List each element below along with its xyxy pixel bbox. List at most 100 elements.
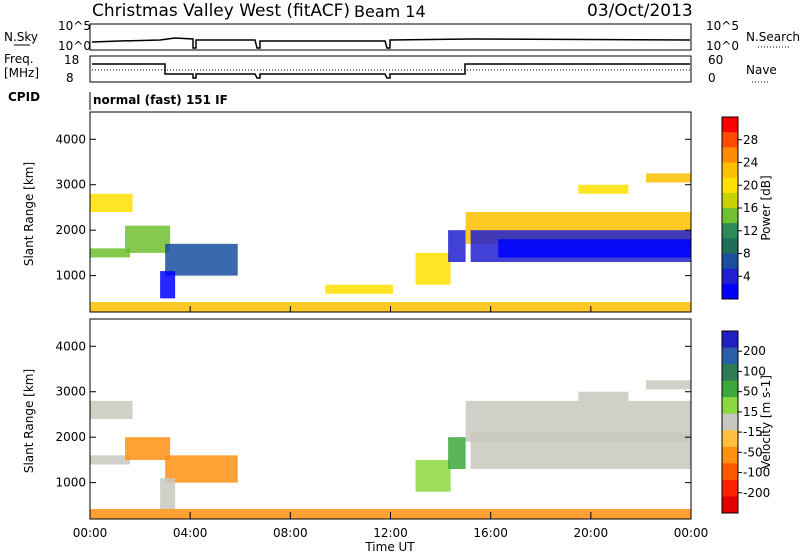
cpid-value: normal (fast) 151 IF	[93, 93, 228, 107]
velocity-colorbar-swatch-0	[722, 331, 738, 349]
freq-label-1: Freq.	[4, 52, 34, 66]
power-colorbar-swatch-4	[722, 177, 738, 194]
noise-panel: N.Sky 10^5 10^0 10^5 10^0 N.Search	[4, 19, 800, 53]
velocity-echo-region-0	[90, 400, 133, 419]
velocity-ytick-label-3: 1000	[55, 476, 86, 490]
power-colorbar-swatch-7	[722, 223, 738, 239]
power-echo-region-10	[498, 239, 691, 258]
power-colorbar-swatch-5	[722, 192, 738, 209]
velocity-colorbar-swatch-2	[722, 364, 738, 382]
velocity-colorbar-tick-label-0: 200	[743, 344, 766, 358]
power-colorbar-tick-label-5: 8	[743, 247, 751, 261]
velocity-colorbar-tick-label-1: 100	[743, 364, 766, 378]
noise-left-tick-bottom: 10^0	[58, 39, 91, 53]
velocity-colorbar-swatch-5	[722, 413, 738, 431]
nave-label: Nave	[746, 63, 777, 77]
power-echo-region-13	[645, 173, 691, 183]
noise-sky-trace	[91, 37, 691, 49]
velocity-colorbar-tick-label-2: 50	[743, 385, 758, 399]
freq-panel-frame	[89, 55, 692, 83]
velocity-colorbar-tick-label-3: 15	[743, 405, 758, 419]
power-colorbar-tick-label-2: 20	[743, 178, 758, 192]
velocity-colorbar-swatch-1	[722, 347, 738, 365]
time-tick-label-3: 12:00	[373, 526, 408, 540]
power-ytick-label-0: 4000	[55, 132, 86, 146]
velocity-echo-region-4	[160, 478, 176, 510]
power-colorbar: Power [dB] 28 24 20 16 12 8 4	[721, 116, 773, 300]
freq-trace	[92, 63, 690, 79]
velocity-echo-region-6	[448, 437, 466, 469]
noise-panel-frame	[89, 23, 692, 51]
power-echo-region-6	[415, 252, 451, 285]
power-ytick-label-2: 2000	[55, 223, 86, 237]
nave-tick-top: 60	[708, 53, 723, 67]
velocity-colorbar-label: Velocity [m s-1]	[759, 375, 773, 469]
velocity-colorbar-tick-label-5: -50	[743, 445, 763, 459]
power-colorbar-tick-label-0: 28	[743, 133, 758, 147]
power-colorbar-tick-label-4: 12	[743, 224, 758, 238]
velocity-colorbar-tick-label-4: -15	[743, 425, 763, 439]
velocity-colorbar-frame	[721, 330, 739, 514]
velocity-colorbar-swatch-4	[722, 397, 738, 415]
power-colorbar-tick-label-3: 16	[743, 201, 758, 215]
power-echo-region-3	[165, 243, 238, 276]
time-tick-label-5: 20:00	[574, 526, 609, 540]
freq-tick-top: 18	[64, 53, 79, 67]
power-colorbar-swatch-3	[722, 162, 738, 179]
freq-tick-bottom: 8	[66, 71, 74, 85]
time-tick-label-0: 00:00	[73, 526, 108, 540]
velocity-colorbar-tick-label-7: -200	[743, 486, 770, 500]
power-colorbar-label: Power [dB]	[759, 175, 773, 240]
velocity-colorbar-tick-label-6: -100	[743, 466, 770, 480]
power-echo-region-4	[160, 271, 176, 299]
velocity-echo-region-10	[578, 391, 629, 401]
power-echo-region-7	[448, 230, 466, 262]
power-colorbar-swatch-6	[722, 208, 738, 224]
noise-sky-label: N.Sky	[4, 30, 38, 44]
power-colorbar-swatch-11	[722, 283, 738, 300]
freq-label-2: [MHz]	[4, 66, 39, 80]
velocity-colorbar-swatch-10	[722, 496, 738, 514]
power-colorbar-tick-label-6: 4	[743, 269, 751, 283]
noise-left-tick-top: 10^5	[58, 19, 91, 33]
time-tick-label-6: 00:00	[674, 526, 709, 540]
power-colorbar-swatch-1	[722, 132, 738, 148]
time-axis-label: Time UT	[364, 540, 415, 554]
freq-panel: Freq. [MHz] 18 8 60 0 Nave	[4, 52, 777, 85]
power-echo-region-12	[578, 184, 629, 194]
velocity-echo-region-5	[415, 459, 451, 492]
velocity-echo-region-11	[645, 380, 691, 390]
velocity-echo-region-1	[90, 455, 131, 465]
velocity-colorbar-swatch-9	[722, 479, 738, 497]
noise-right-tick-top: 10^5	[706, 19, 739, 33]
figure-title: Christmas Valley West (fitACF)	[92, 1, 350, 21]
velocity-colorbar-swatch-3	[722, 380, 738, 398]
power-panel: 4000 3000 2000 1000 Slant Range [km]	[22, 111, 692, 313]
power-ylabel: Slant Range [km]	[22, 162, 36, 266]
velocity-echo-region-2	[125, 437, 171, 460]
velocity-ytick-label-2: 2000	[55, 430, 86, 444]
velocity-panel: 4000 3000 2000 1000 Slant Range [km] 00:00 0…	[22, 306, 708, 554]
time-tick-label-1: 04:00	[173, 526, 208, 540]
power-colorbar-tick-label-1: 24	[743, 156, 758, 170]
velocity-colorbar-swatch-6	[722, 430, 738, 448]
power-echo-region-0	[90, 193, 133, 212]
velocity-echo-region-8	[470, 432, 691, 469]
power-colorbar-swatch-8	[722, 238, 738, 254]
time-tick-label-2: 08:00	[273, 526, 308, 540]
noise-search-label: N.Search	[746, 30, 800, 44]
velocity-colorbar-swatch-7	[722, 446, 738, 464]
beam-label: Beam 14	[354, 2, 426, 21]
power-ytick-label-3: 1000	[55, 269, 86, 283]
time-tick-label-4: 16:00	[473, 526, 508, 540]
power-colorbar-swatch-0	[722, 117, 738, 133]
velocity-ylabel: Slant Range [km]	[22, 369, 36, 473]
velocity-colorbar: Velocity [m s-1] 200 100 50 15 -15 -50 -100 -20…	[721, 330, 773, 514]
nave-tick-bottom: 0	[708, 71, 716, 85]
power-colorbar-swatch-9	[722, 253, 738, 270]
date-label: 03/Oct/2013	[587, 1, 693, 21]
velocity-echo-region-3	[165, 455, 238, 483]
cpid-label: CPID	[8, 90, 40, 104]
velocity-ytick-label-0: 4000	[55, 339, 86, 353]
